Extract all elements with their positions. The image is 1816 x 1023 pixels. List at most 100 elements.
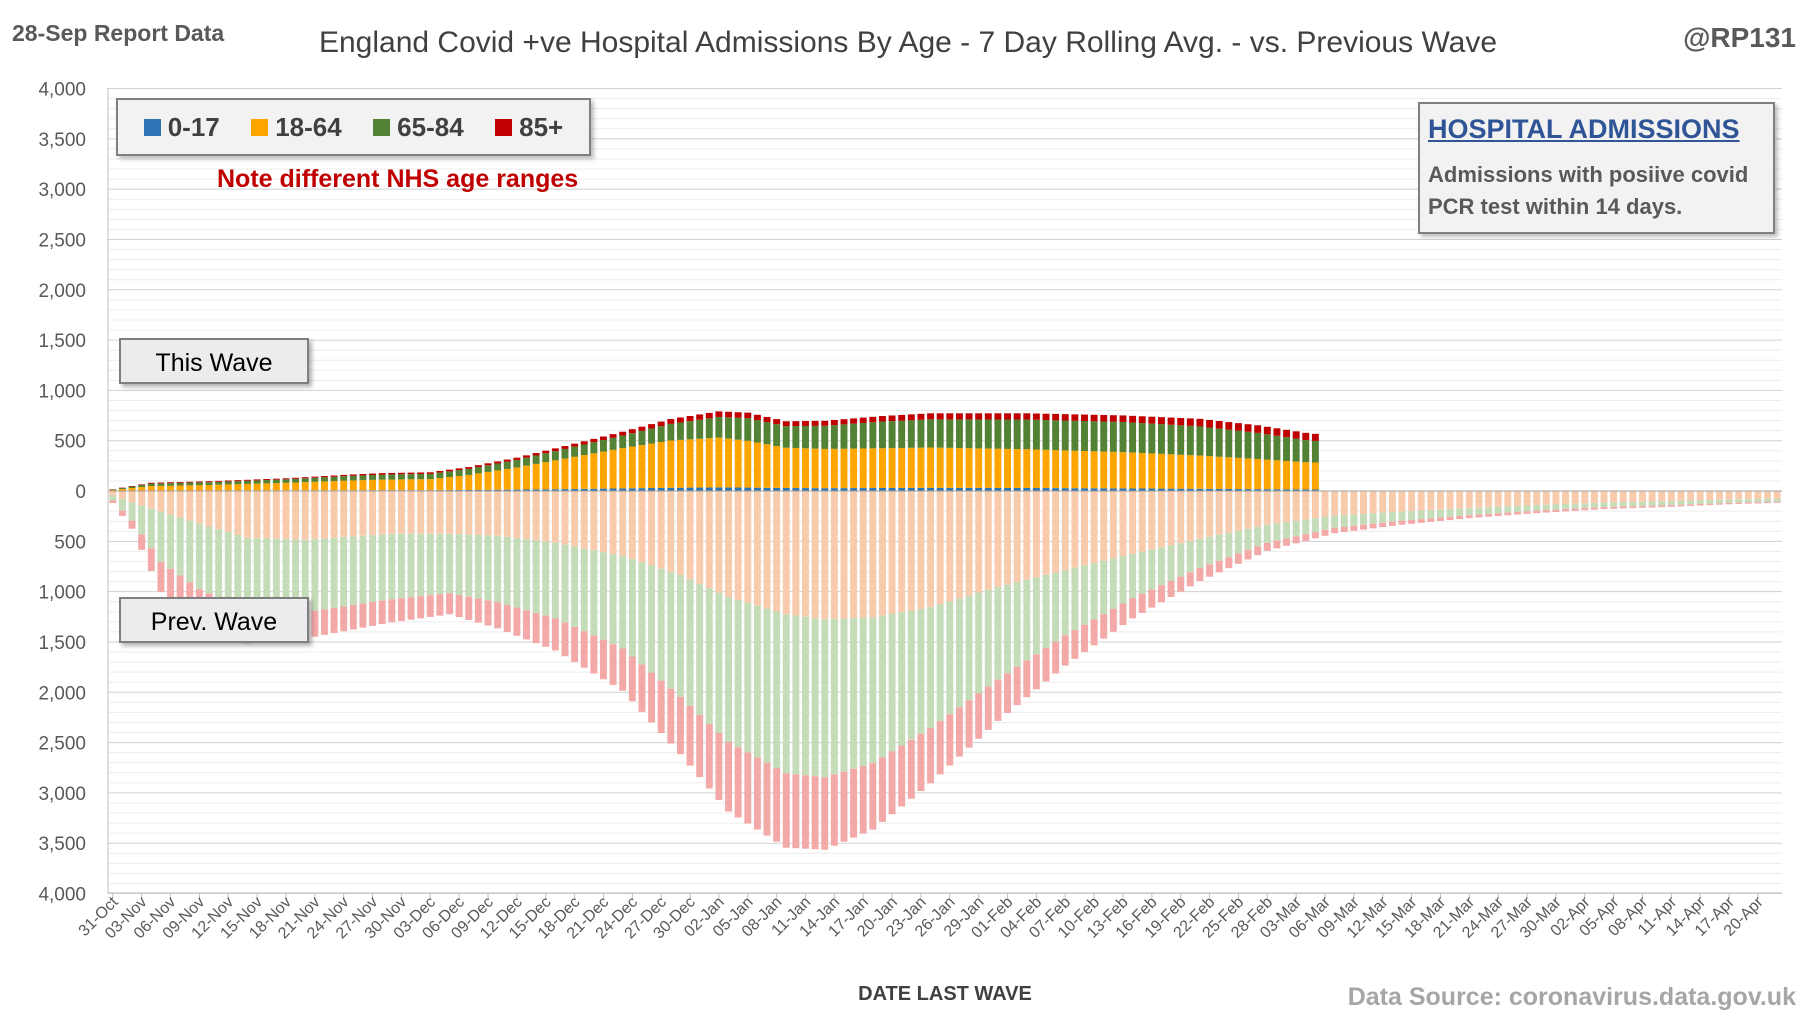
this-wave-bar-65-84	[1292, 438, 1300, 462]
this-wave-bar-85+	[292, 477, 300, 479]
prev-wave-bar-85+	[1350, 525, 1358, 531]
prev-wave-bar-65-84	[1206, 536, 1214, 565]
prev-wave-bar-65-84	[1667, 501, 1675, 506]
prev-wave-bar-18-64	[927, 491, 935, 608]
prev-wave-bar-18-64	[571, 491, 579, 547]
this-wave-bar-65-84	[128, 486, 136, 489]
prev-wave-bar-65-84	[965, 595, 973, 701]
this-wave-bar-85+	[1081, 414, 1088, 422]
prev-wave-bar-18-64	[1388, 491, 1396, 513]
y-tick-label: 3,000	[38, 784, 86, 805]
this-wave-bar-18-64	[744, 440, 752, 488]
this-wave-bar-65-84	[224, 481, 232, 485]
prev-wave-bar-18-64	[1379, 491, 1387, 513]
prev-wave-bar-18-64	[397, 491, 405, 534]
this-wave-bar-85+	[253, 479, 261, 481]
prev-wave-bar-18-64	[821, 491, 829, 620]
this-wave-bar-18-64	[417, 479, 425, 491]
this-wave-bar-18-64	[725, 438, 732, 488]
this-wave-bar-65-84	[1081, 421, 1088, 451]
prev-wave-bar-65-84	[1244, 528, 1252, 551]
prev-wave-bar-65-84	[340, 537, 348, 607]
this-wave-bar-18-64	[1273, 460, 1281, 490]
this-wave-bar-85+	[1177, 417, 1185, 426]
this-wave-bar-0-17	[1292, 489, 1300, 491]
this-wave-bar-85+	[830, 419, 838, 426]
this-wave-bar-85+	[927, 413, 935, 420]
prev-wave-bar-65-84	[1331, 515, 1339, 528]
this-wave-bar-65-84	[1138, 423, 1146, 454]
this-wave-bar-0-17	[1283, 489, 1290, 491]
this-wave-bar-18-64	[542, 462, 550, 490]
prev-wave-bar-85+	[1186, 572, 1194, 587]
this-wave-bar-18-64	[753, 442, 761, 488]
this-wave-bar-65-84	[638, 430, 646, 446]
this-wave-bar-85+	[1283, 429, 1290, 438]
prev-wave-bar-18-64	[1446, 491, 1454, 510]
prev-wave-bar-65-84	[1773, 498, 1781, 502]
prev-wave-bar-65-84	[205, 526, 213, 594]
prev-wave-bar-18-64	[1639, 491, 1646, 502]
this-wave-bar-18-64	[494, 470, 502, 490]
prev-wave-bar-65-84	[455, 534, 463, 595]
prev-wave-bar-65-84	[388, 533, 396, 600]
this-wave-bar-65-84	[744, 418, 752, 441]
this-wave-bar-85+	[1263, 426, 1271, 435]
this-wave-bar-65-84	[1148, 423, 1156, 454]
prev-wave-bar-18-64	[1427, 491, 1435, 511]
prev-wave-bar-85+	[1042, 648, 1050, 682]
this-wave-bar-0-17	[1081, 488, 1088, 491]
this-wave-bar-85+	[1013, 413, 1021, 420]
this-wave-bar-65-84	[830, 425, 838, 449]
this-wave-bar-65-84	[138, 485, 146, 488]
prev-wave-bar-18-64	[1658, 491, 1666, 502]
prev-wave-bar-85+	[494, 602, 502, 629]
prev-wave-bar-85+	[378, 600, 386, 625]
prev-wave-bar-65-84	[1119, 556, 1127, 604]
prev-wave-bar-18-64	[282, 491, 290, 540]
this-wave-bar-85+	[696, 414, 704, 420]
prev-wave-bar-18-64	[869, 491, 877, 618]
prev-wave-bar-18-64	[888, 491, 896, 614]
prev-wave-bar-85+	[1013, 667, 1021, 706]
prev-wave-bar-85+	[321, 609, 328, 635]
prev-wave-bar-85+	[388, 599, 396, 623]
prev-wave-bar-65-84	[1071, 567, 1079, 631]
this-wave-bar-65-84	[484, 465, 492, 472]
this-wave-bar-85+	[888, 415, 896, 422]
prev-wave-bar-85+	[1032, 654, 1040, 690]
this-wave-bar-65-84	[474, 467, 482, 474]
this-wave-bar-18-64	[840, 448, 848, 489]
this-wave-bar-85+	[667, 419, 675, 424]
prev-wave-bar-85+	[1158, 585, 1165, 603]
this-wave-bar-85+	[936, 413, 944, 420]
prev-wave-bar-18-64	[349, 491, 357, 537]
this-wave-bar-18-64	[484, 471, 492, 490]
prev-wave-bar-18-64	[1369, 491, 1377, 514]
this-wave-bar-65-84	[195, 482, 203, 486]
this-wave-bar-85+	[147, 482, 155, 484]
prev-wave-bar-65-84	[850, 618, 858, 769]
prev-wave-bar-65-84	[301, 539, 309, 613]
this-wave-bar-0-17	[1032, 488, 1040, 491]
prev-wave-bar-18-64	[1533, 491, 1541, 506]
this-wave-bar-0-17	[1186, 488, 1194, 491]
this-wave-bar-18-64	[1119, 452, 1127, 489]
this-wave-bar-18-64	[157, 485, 165, 491]
prev-wave-bar-18-64	[311, 491, 319, 540]
this-wave-bar-0-17	[869, 488, 877, 491]
prev-wave-bar-85+	[1696, 503, 1704, 506]
y-tick-label: 3,500	[38, 834, 86, 855]
prev-wave-bar-65-84	[1706, 500, 1714, 504]
this-wave-bar-18-64	[253, 483, 261, 491]
prev-wave-bar-85+	[1667, 505, 1675, 507]
prev-wave-bar-18-64	[580, 491, 588, 549]
this-wave-bar-0-17	[965, 487, 973, 491]
prev-wave-bar-85+	[1437, 517, 1444, 521]
this-wave-bar-85+	[657, 421, 665, 427]
this-wave-bar-85+	[1042, 413, 1050, 421]
prev-wave-bar-65-84	[272, 538, 280, 612]
this-wave-bar-0-17	[705, 487, 713, 491]
this-wave-bar-65-84	[176, 482, 184, 486]
prev-wave-bar-18-64	[802, 491, 809, 617]
